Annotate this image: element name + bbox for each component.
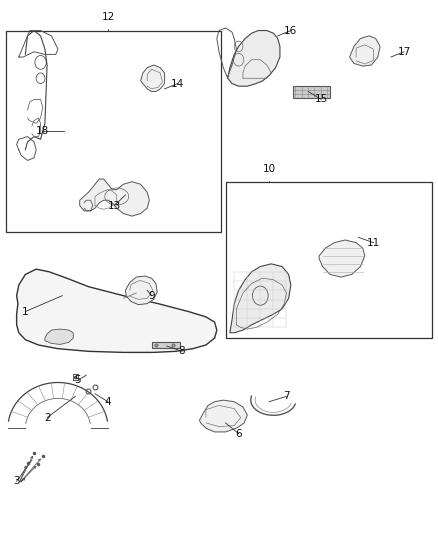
Text: 15: 15: [314, 94, 328, 104]
Polygon shape: [80, 179, 149, 216]
Text: 8: 8: [179, 346, 185, 357]
Text: 13: 13: [108, 200, 121, 211]
Text: 4: 4: [105, 397, 111, 407]
Polygon shape: [319, 240, 365, 277]
Text: 6: 6: [235, 429, 242, 439]
Text: 11: 11: [367, 238, 380, 248]
Text: 7: 7: [283, 391, 290, 401]
Polygon shape: [228, 30, 280, 86]
Text: 9: 9: [148, 290, 155, 301]
Polygon shape: [199, 400, 247, 432]
Bar: [293, 86, 330, 98]
Text: 5: 5: [74, 375, 81, 385]
Text: 14: 14: [171, 78, 184, 88]
Text: 16: 16: [284, 26, 297, 36]
Text: 1: 1: [22, 306, 28, 317]
Bar: [152, 342, 180, 348]
Text: 12: 12: [101, 12, 115, 21]
Bar: [226, 182, 432, 338]
Text: 3: 3: [13, 477, 20, 486]
Text: 17: 17: [397, 47, 410, 56]
Polygon shape: [45, 329, 73, 344]
Polygon shape: [230, 264, 291, 333]
Bar: [6, 30, 221, 232]
Text: 10: 10: [262, 164, 276, 174]
Polygon shape: [125, 276, 157, 305]
Text: 2: 2: [44, 413, 50, 423]
Text: 18: 18: [36, 126, 49, 136]
Polygon shape: [17, 269, 217, 352]
Polygon shape: [350, 36, 380, 66]
Polygon shape: [141, 65, 165, 92]
